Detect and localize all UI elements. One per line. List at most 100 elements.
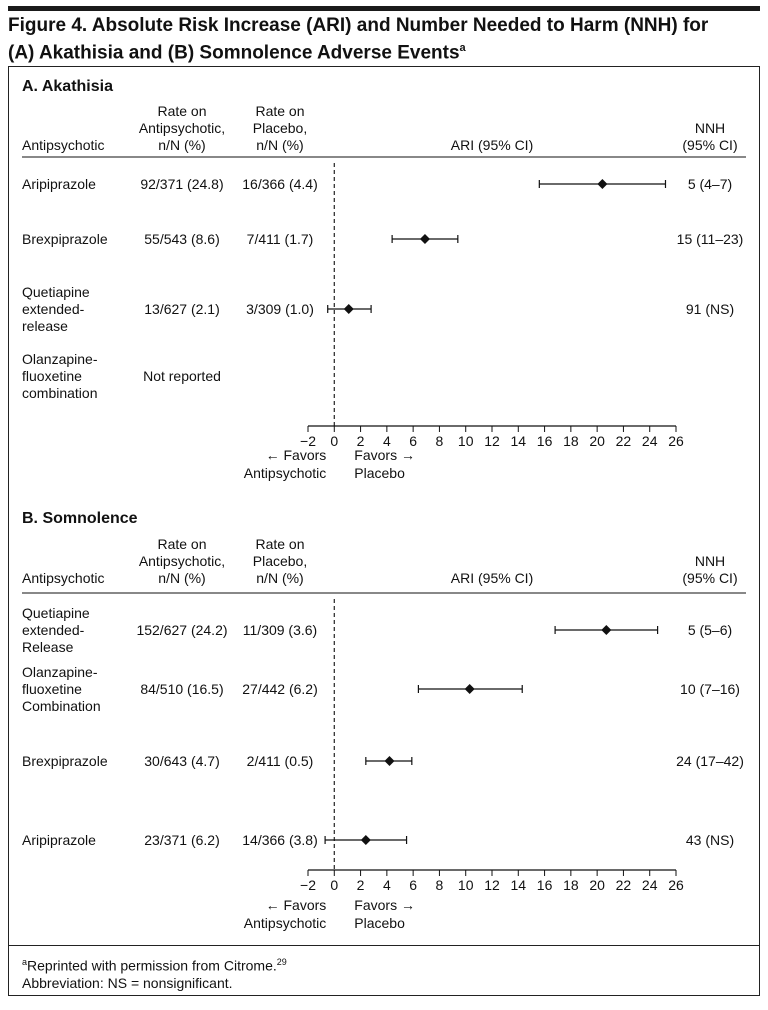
panel-a-row-4-drug-line-1: Olanzapine- [22,351,98,367]
top-rule [8,6,760,11]
panel-a-row-2-nnh: 15 (11–23) [677,231,744,247]
panel-b-favors-right-line-1: Favors → [354,897,415,913]
footnote-abbreviation: Abbreviation: NS = nonsignificant. [22,975,233,991]
panel-a-row-3-drug-line-3: release [22,318,68,334]
panel-b-favors-left-line-1: ← Favors [266,897,327,913]
panel-b-x-tick-label-18: 18 [563,877,579,893]
panel-b-row-2-rate-drug: 84/510 (16.5) [140,681,223,697]
panel-a-favors-right-line-1: Favors → [354,447,415,463]
panel-b-row-4-rate-placebo: 14/366 (3.8) [242,832,318,848]
panel-b-favors-right-line-2: Placebo [354,915,405,931]
panel-a-row-3-nnh: 91 (NS) [686,301,734,317]
panel-a-x-tick-label-14: 14 [510,433,526,449]
panel-b-x-tick-label-6: 6 [409,877,417,893]
panel-b-row-1-rate-drug: 152/627 (24.2) [136,622,227,638]
panel-b-row-4-rate-drug: 23/371 (6.2) [144,832,220,848]
panel-b-x-tick-label--2: −2 [300,877,316,893]
panel-a-row-1-rate-drug: 92/371 (24.8) [140,176,223,192]
footnote-sup: a [22,957,28,967]
panel-a-header-drug: Antipsychotic [22,137,104,153]
panel-b-x-tick-label-26: 26 [668,877,684,893]
panel-b-x-tick-label-14: 14 [510,877,526,893]
panel-b-favors-left-line-2: Antipsychotic [244,915,326,931]
panel-a-row-3-rate-placebo: 3/309 (1.0) [246,301,314,317]
figure-frame [8,66,760,996]
figure-title-line2: (A) Akathisia and (B) Somnolence Adverse… [8,42,460,64]
panel-a-favors-right-line-2: Placebo [354,465,405,481]
panel-a-x-tick-label-24: 24 [642,433,658,449]
panel-b-header-rate-drug-line-2: Antipsychotic, [139,553,225,569]
panel-b-row-1-drug-line-1: Quetiapine [22,605,90,621]
panel-a-row-4-drug-line-2: fluoxetine [22,368,82,384]
panel-a-header-rate-drug-line-2: Antipsychotic, [139,120,225,136]
figure-title-line1: Figure 4. Absolute Risk Increase (ARI) a… [8,15,709,36]
panel-b-x-tick-label-0: 0 [330,877,338,893]
panel-a-header-rate-drug-line-1: Rate on [157,103,206,119]
panel-b-header-drug: Antipsychotic [22,570,104,586]
panel-b-row-2-drug-line-2: fluoxetine [22,681,82,697]
panel-b-x-tick-label-2: 2 [357,877,365,893]
panel-b-row-1-nnh: 5 (5–6) [688,622,732,638]
panel-a-row-3-rate-drug: 13/627 (2.1) [144,301,220,317]
panel-a-row-2-rate-placebo: 7/411 (1.7) [247,231,314,247]
panel-b-row-1-point [601,625,612,635]
panel-b-row-1-drug-line-2: extended- [22,622,85,638]
panel-b-x-tick-label-4: 4 [383,877,391,893]
panel-a-row-4-drug-line-3: combination [22,385,98,401]
panel-b-row-2-rate-placebo: 27/442 (6.2) [242,681,318,697]
panel-a-row-1-drug-line-1: Aripiprazole [22,176,96,192]
panel-b-header-rate-placebo-line-2: Placebo, [253,553,307,569]
panel-a-header-nnh-line-1: NNH [695,120,725,136]
panel-b-header-ari: ARI (95% CI) [451,570,533,586]
panel-a-row-1-rate-placebo: 16/366 (4.4) [242,176,318,192]
panel-a-x-tick-label-6: 6 [409,433,417,449]
panel-b-header-rate-drug-line-3: n/N (%) [158,570,205,586]
panel-b-row-4-nnh: 43 (NS) [686,832,734,848]
panel-a-row-3-point [343,304,354,314]
panel-a-row-2-rate-drug: 55/543 (8.6) [144,231,220,247]
panel-b-header-rate-placebo-line-1: Rate on [255,536,304,552]
panel-b-row-2-drug-line-1: Olanzapine- [22,664,98,680]
panel-b-header-rate-placebo-line-3: n/N (%) [256,570,303,586]
panel-a-x-tick-label--2: −2 [300,433,316,449]
panel-a-row-2-drug-line-1: Brexpiprazole [22,231,108,247]
panel-b-title: B. Somnolence [22,510,138,527]
panel-a-x-tick-label-12: 12 [484,433,500,449]
panel-b-row-3-rate-drug: 30/643 (4.7) [144,753,220,769]
panel-a-title: A. Akathisia [22,78,113,95]
panel-a-row-3-drug-line-1: Quetiapine [22,284,90,300]
panel-b-row-4-drug-line-1: Aripiprazole [22,832,96,848]
panel-a-header-ari: ARI (95% CI) [451,137,533,153]
panel-b-row-1-rate-placebo: 11/309 (3.6) [243,622,317,638]
panel-b-x-tick-label-8: 8 [436,877,444,893]
figure-title-sup: a [459,42,466,54]
panel-a-x-tick-label-10: 10 [458,433,474,449]
panel-b-row-3-nnh: 24 (17–42) [676,753,744,769]
panel-a-x-tick-label-4: 4 [383,433,391,449]
panel-b-row-2-nnh: 10 (7–16) [680,681,740,697]
panel-b-x-tick-label-10: 10 [458,877,474,893]
panel-b-header-nnh-line-2: (95% CI) [682,570,737,586]
footnote-separator [8,945,760,946]
panel-a-x-tick-label-2: 2 [357,433,365,449]
panel-b-x-tick-label-16: 16 [537,877,553,893]
panel-a-x-tick-label-16: 16 [537,433,553,449]
panel-a-row-4-rate-drug: Not reported [143,368,221,384]
panel-a-header-nnh-line-2: (95% CI) [682,137,737,153]
panel-b-row-3-point [384,756,395,766]
panel-b-x-tick-label-12: 12 [484,877,500,893]
panel-b-header-rate-drug-line-1: Rate on [157,536,206,552]
panel-a-header-rate-drug-line-3: n/N (%) [158,137,205,153]
panel-b-x-tick-label-20: 20 [589,877,605,893]
panel-b-x-tick-label-24: 24 [642,877,658,893]
footnote-reprint-text: Reprinted with permission from Citrome. [27,957,277,974]
footnote-reprint: aReprinted with permission from Citrome.… [22,953,287,975]
panel-b-row-3-drug-line-1: Brexpiprazole [22,753,108,769]
panel-b-row-1-drug-line-3: Release [22,639,74,655]
panel-a-header-rate-placebo-line-2: Placebo, [253,120,307,136]
panel-a-header-rate-placebo-line-1: Rate on [255,103,304,119]
panel-b-row-3-rate-placebo: 2/411 (0.5) [247,753,314,769]
panel-a-row-3-drug-line-2: extended- [22,301,85,317]
panel-a-header-rate-placebo-line-3: n/N (%) [256,137,303,153]
